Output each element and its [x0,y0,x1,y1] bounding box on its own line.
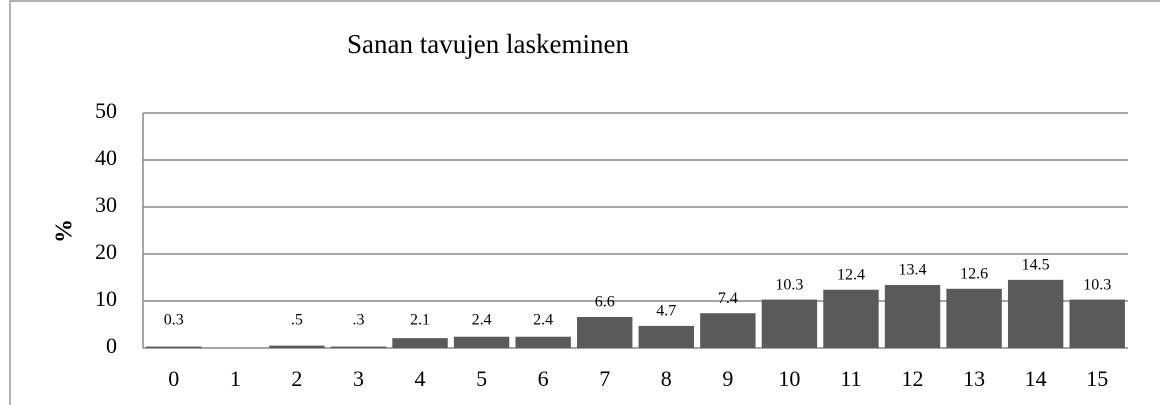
bar [392,338,448,348]
x-tick-label: 3 [353,366,364,391]
y-tick-label: 20 [95,239,117,264]
bar [269,345,325,348]
bar [1007,279,1064,348]
x-tick-label: 10 [778,366,800,391]
x-tick-label: 8 [661,366,672,391]
bar [515,336,571,348]
data-label: .3 [352,312,364,329]
x-tick-label: 14 [1025,366,1047,391]
data-label: 7.4 [718,290,738,307]
x-tick-label: 11 [840,366,861,391]
y-tick-label: 0 [106,333,117,358]
bar [946,288,1002,348]
x-tick-label: 7 [599,366,610,391]
bar [577,316,633,348]
data-label: 14.5 [1022,257,1050,274]
data-label: 13.4 [899,262,927,279]
bar [700,313,756,348]
data-label: 2.1 [410,312,430,329]
y-axis-label: % [52,219,78,243]
x-tick-label: 13 [963,366,985,391]
x-tick-label: 9 [722,366,733,391]
chart-frame [9,0,1160,405]
data-label: 6.6 [595,294,615,311]
bar [146,346,202,348]
data-label: 10.3 [1083,276,1111,293]
data-label: 2.4 [533,312,553,329]
data-label: 4.7 [656,303,676,320]
bar [884,285,941,348]
x-tick-label: 5 [476,366,487,391]
bar [1069,299,1125,348]
bar [761,299,818,348]
data-label: 12.4 [837,266,865,283]
x-tick-label: 15 [1086,366,1108,391]
x-tick-label: 2 [291,366,302,391]
y-tick-label: 10 [95,286,117,311]
y-tick-label: 30 [95,192,117,217]
bar [330,346,387,348]
bar [453,336,510,348]
data-label: 10.3 [775,276,803,293]
y-tick-label: 50 [95,98,117,123]
data-label: .5 [291,312,303,329]
bar [823,289,879,348]
chart-title: Sanan tavujen laskeminen [347,29,629,59]
x-tick-label: 12 [902,366,924,391]
x-tick-label: 4 [415,366,426,391]
bar [638,325,694,348]
y-tick-label: 40 [95,145,117,170]
data-label: 12.6 [960,265,988,282]
x-tick-label: 0 [168,366,179,391]
x-tick-label: 6 [538,366,549,391]
x-tick-label: 1 [230,366,241,391]
data-label: 2.4 [472,312,492,329]
data-label: 0.3 [164,312,184,329]
